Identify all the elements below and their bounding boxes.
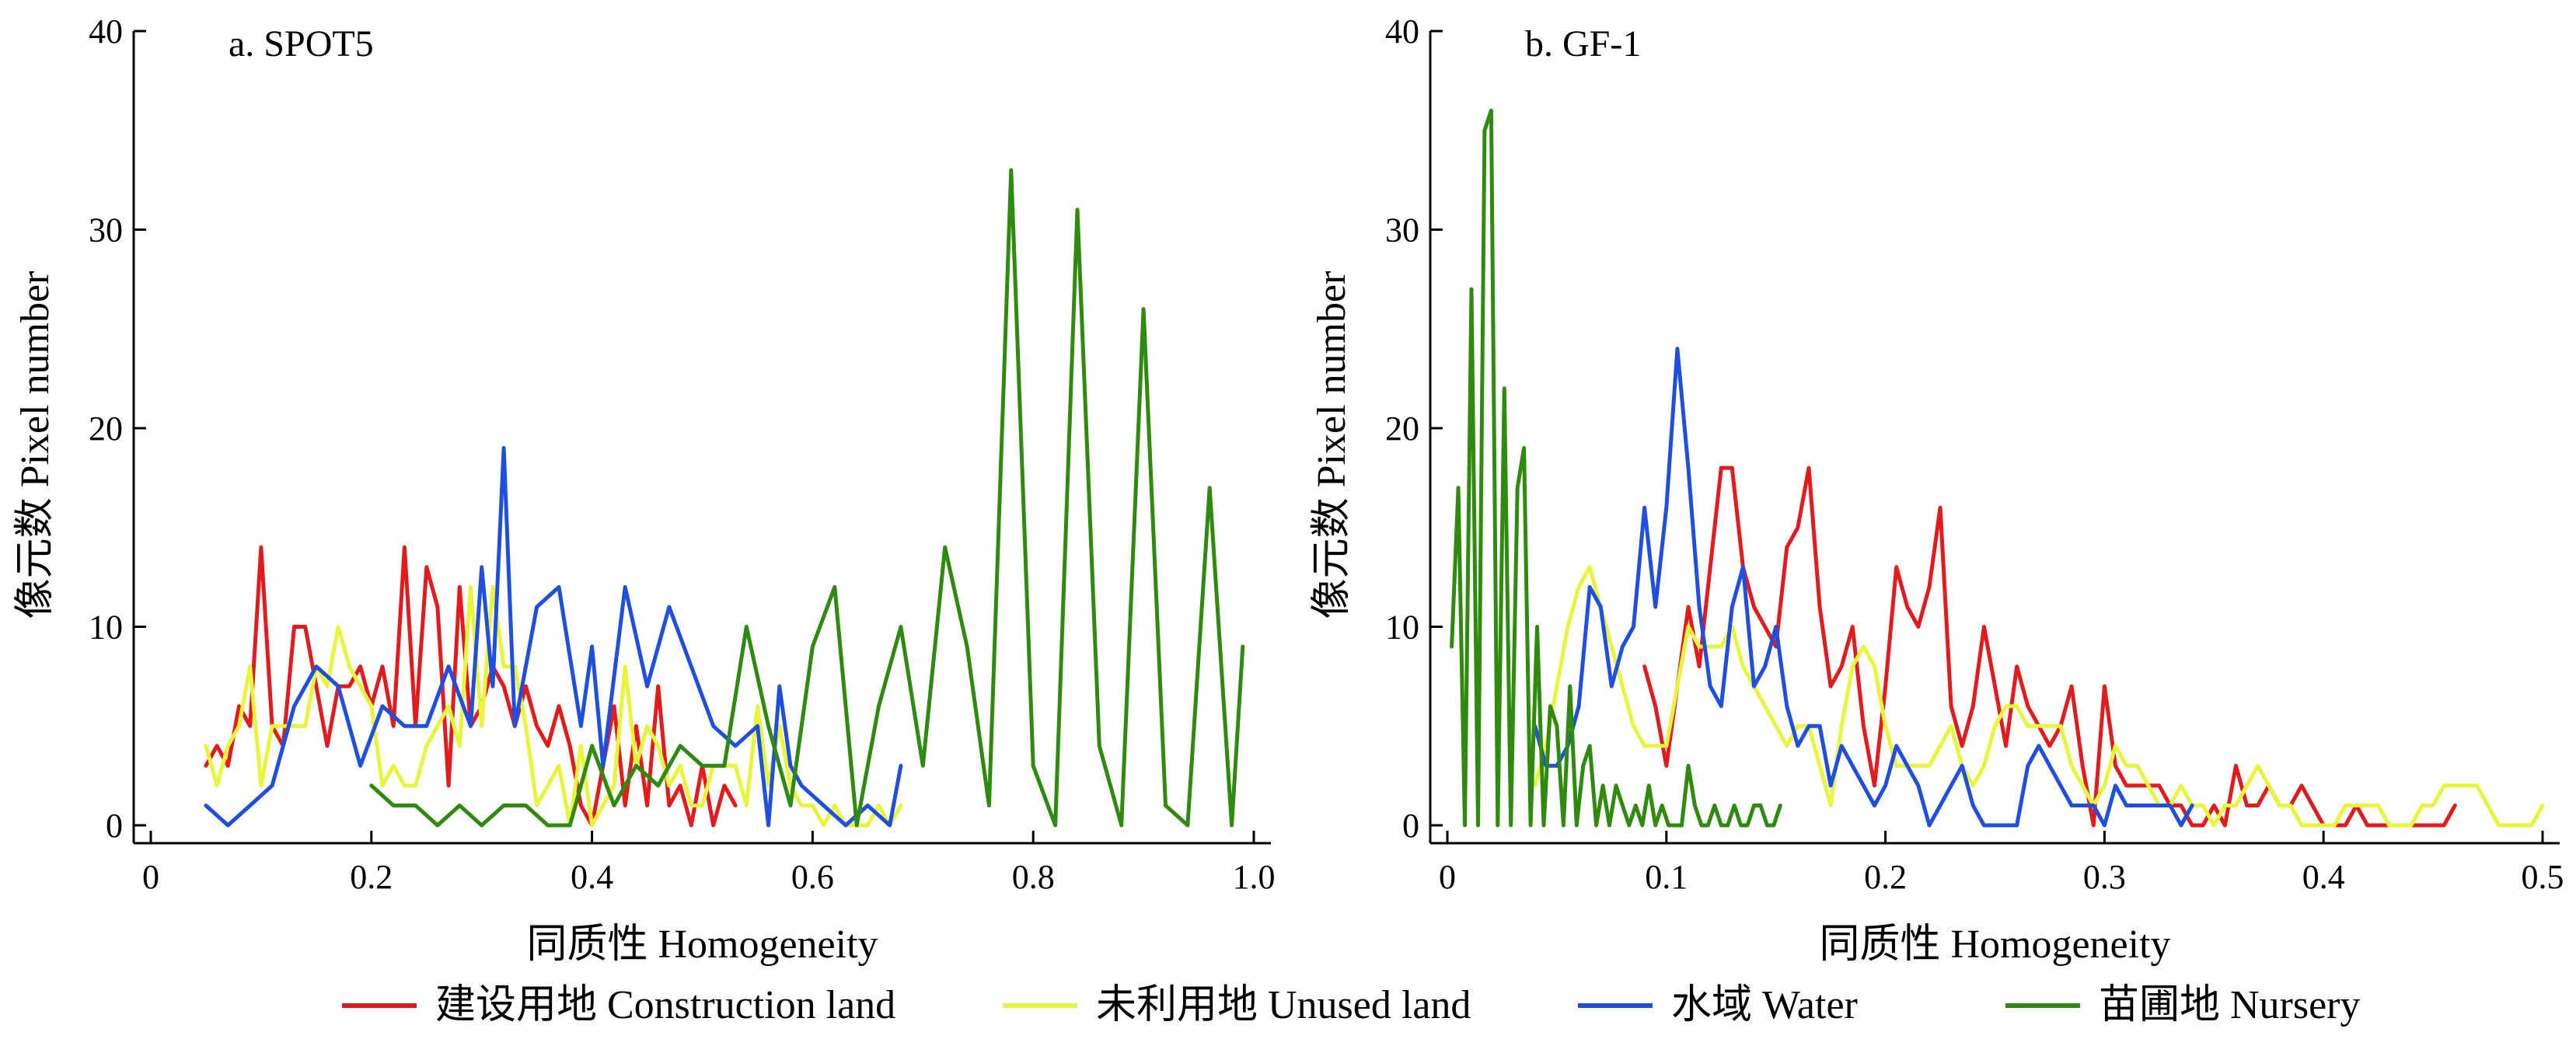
series-line-water-spot5 (204, 446, 903, 828)
panel-title-gf1: b. GF-1 (1525, 23, 1641, 65)
legend-label-unused: 未利用地 Unused land (1096, 983, 1471, 1027)
y-tick-label-spot5: 0 (106, 807, 123, 845)
x-tick-label-spot5: 0 (142, 858, 159, 896)
series-line-nursery-gf1 (1450, 108, 1782, 828)
y-tick-label-gf1: 40 (1385, 12, 1419, 51)
y-tick-label-gf1: 0 (1402, 807, 1419, 845)
series-line-construction-gf1 (1642, 465, 2457, 828)
y-tick-label-spot5: 10 (89, 608, 123, 647)
legend: 建设用地 Construction land 未利用地 Unused land 水域… (342, 983, 2361, 1027)
x-tick-label-gf1: 0.5 (2522, 858, 2564, 896)
panel-title-spot5: a. SPOT5 (229, 23, 374, 65)
panel-spot5: 0 10 20 30 40 0 0.2 0.4 0.6 0.8 1.0 a. SPOT5 同质性 Hom… (13, 12, 1276, 967)
x-tick-label-gf1: 0.2 (1864, 858, 1907, 896)
x-tick-label-spot5: 0.8 (1012, 858, 1055, 896)
x-tick-label-spot5: 0.2 (350, 858, 393, 896)
legend-label-water: 水域 Water (1671, 983, 1858, 1027)
y-axis-title-gf1: 像元数 Pixel number (1310, 271, 1354, 619)
y-tick-label-gf1: 10 (1385, 608, 1419, 647)
y-axis-title-spot5: 像元数 Pixel number (13, 271, 58, 619)
y-tick-label-spot5: 30 (89, 211, 123, 249)
series-line-unused-spot5 (204, 584, 903, 828)
x-axis-title-gf1: 同质性 Homogeneity (1819, 922, 2170, 967)
series-line-nursery-spot5 (369, 168, 1245, 828)
panel-gf1: 0 10 20 30 40 0 0.1 0.2 0.3 0.4 0.5 b. GF-1 同质性 Homo… (1310, 12, 2564, 967)
x-tick-label-gf1: 0.4 (2302, 858, 2345, 896)
x-axis-title-spot5: 同质性 Homogeneity (526, 922, 878, 967)
series-line-water-gf1 (1533, 347, 2194, 828)
x-tick-label-gf1: 0 (1439, 858, 1456, 896)
legend-label-construction: 建设用地 Construction land (435, 983, 895, 1027)
x-tick-label-gf1: 0.1 (1645, 858, 1688, 896)
y-tick-label-spot5: 40 (89, 12, 123, 51)
y-tick-label-gf1: 30 (1385, 211, 1419, 249)
x-tick-label-gf1: 0.3 (2083, 858, 2126, 896)
y-tick-label-gf1: 20 (1385, 410, 1419, 448)
y-tick-label-spot5: 20 (89, 410, 123, 448)
x-tick-label-spot5: 0.6 (791, 858, 834, 896)
x-tick-label-spot5: 1.0 (1233, 858, 1276, 896)
x-tick-label-spot5: 0.4 (571, 858, 613, 896)
legend-label-nursery: 苗圃地 Nursery (2099, 983, 2361, 1027)
